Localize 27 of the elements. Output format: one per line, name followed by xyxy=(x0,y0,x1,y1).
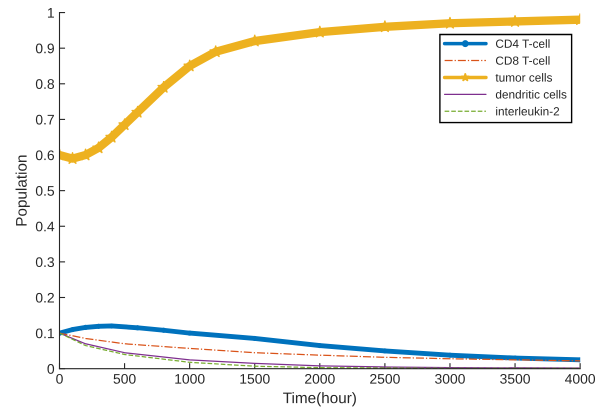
x-tick-label: 2500 xyxy=(370,374,400,384)
x-tick-label: 4000 xyxy=(564,374,595,384)
legend-label: CD4 T-cell xyxy=(496,39,550,48)
x-tick-label: 1000 xyxy=(175,374,205,384)
x-tick-label: 3000 xyxy=(435,374,465,384)
x-tick-label: 2000 xyxy=(305,374,335,384)
y-tick-label: 0.9 xyxy=(36,44,54,54)
y-tick-label: 0 xyxy=(47,364,54,374)
y-tick-label: 1 xyxy=(48,8,54,18)
legend-label: CD8 T-cell xyxy=(496,56,550,65)
x-axis-title: Time(hour) xyxy=(283,392,356,406)
x-tick-label: 0 xyxy=(56,374,63,384)
x-tick-label: 3500 xyxy=(500,374,530,384)
y-tick-label: 0.7 xyxy=(36,114,54,125)
y-tick-label: 0.5 xyxy=(36,186,54,196)
y-tick-label: 0.6 xyxy=(36,150,54,160)
legend-label: dendritic cells xyxy=(496,90,566,99)
x-tick-label: 500 xyxy=(114,374,136,384)
y-tick-label: 0.3 xyxy=(36,257,54,268)
y-tick-label: 0.2 xyxy=(36,292,54,303)
y-tick-label: 0.1 xyxy=(36,328,54,338)
legend-label: tumor cells xyxy=(496,73,552,82)
y-axis-title: Population xyxy=(16,156,30,226)
y-tick-label: 0.8 xyxy=(36,79,54,89)
legend-label: interleukin-2 xyxy=(496,106,560,116)
y-tick-label: 0.4 xyxy=(36,222,54,232)
x-tick-label: 1500 xyxy=(240,374,270,384)
